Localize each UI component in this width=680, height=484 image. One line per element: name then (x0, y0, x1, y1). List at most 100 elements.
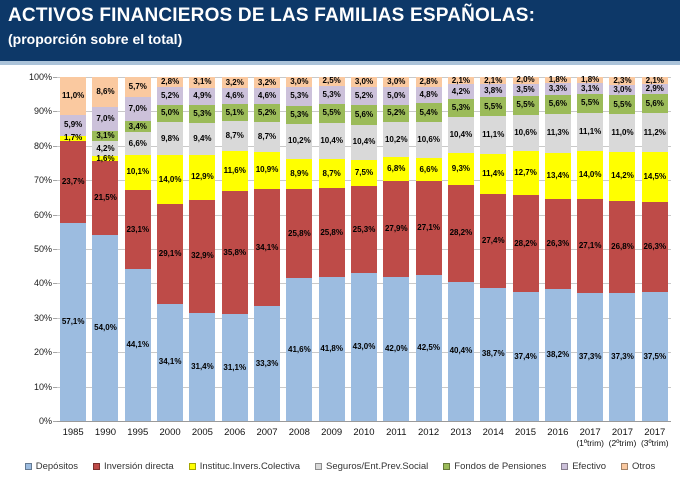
segment-label: 38,2% (546, 350, 570, 360)
bar-segment: 3,0% (609, 84, 636, 96)
bar-segment: 4,6% (221, 88, 248, 104)
segment-label: 5,5% (613, 99, 632, 109)
bar-segment: 5,3% (447, 98, 474, 117)
segment-label: 41,8% (320, 344, 343, 354)
segment-label: 3,2% (257, 77, 277, 87)
bar: 42,5% 27,1% 6,6% 10,6% 5,4% 4,8% 2,8% (415, 76, 442, 421)
segment-label: 33,3% (255, 358, 279, 368)
segment-label: 40,4% (449, 346, 473, 356)
segment-label: 27,1% (417, 222, 440, 232)
segment-label: 5,3% (193, 108, 212, 118)
y-axis-tick (53, 386, 57, 388)
x-axis-label: 2014 (482, 427, 504, 438)
segment-label: 37,3% (611, 351, 634, 361)
legend-label: Fondos de Pensiones (454, 461, 547, 472)
bar-segment: 11,3% (544, 113, 571, 153)
segment-label: 5,5% (322, 108, 341, 118)
page-subtitle: (proporción sobre el total) (8, 30, 183, 47)
segment-label: 2,8% (160, 76, 180, 86)
bar-segment: 3,2% (254, 77, 281, 89)
legend-label: Seguros/Ent.Prev.Social (326, 461, 429, 472)
bar: 38,2% 26,3% 13,4% 11,3% 5,6% 3,3% 1,8% (544, 75, 571, 421)
bar-segment: 3,4% (124, 120, 151, 133)
bar-segment: 54,0% (92, 235, 119, 421)
segment-label: 5,6% (548, 99, 567, 109)
bar-segment: 5,1% (221, 103, 248, 122)
segment-label: 37,3% (578, 351, 602, 361)
bar-segment: 27,1% (577, 199, 604, 293)
segment-label: 5,3% (290, 91, 309, 101)
segment-label: 4,6% (225, 90, 244, 100)
segment-label: 7,0% (128, 103, 147, 113)
legend-label: Otros (632, 461, 656, 472)
segment-label: 34,1% (158, 357, 182, 367)
bar-segment: 31,4% (189, 312, 216, 421)
segment-label: 10,1% (126, 167, 150, 177)
bar-segment: 37,3% (577, 292, 604, 421)
bar-segment: 1,7% (60, 133, 87, 143)
bar-segment: 1,8% (544, 75, 571, 85)
x-axis-label: 2016 (547, 427, 569, 438)
bar-segment: 5,2% (383, 104, 410, 123)
segment-label: 25,8% (320, 227, 343, 237)
segment-label: 9,3% (451, 163, 471, 173)
segment-label: 6,6% (128, 138, 147, 148)
bar-segment: 44,1% (124, 269, 151, 421)
segment-label: 37,5% (643, 351, 667, 361)
segment-label: 5,3% (290, 109, 309, 119)
y-axis-label: 90% (33, 106, 52, 117)
bar: 38,7% 27,4% 11,4% 11,1% 5,5% 3,8% 2,1% (480, 76, 507, 421)
segment-label: 25,3% (352, 224, 376, 234)
segment-label: 34,1% (255, 242, 279, 252)
segment-label: 11,4% (482, 169, 505, 179)
x-axis-label: 2000 (159, 427, 181, 438)
segment-label: 5,0% (387, 90, 406, 100)
segment-label: 11,1% (579, 126, 602, 136)
segment-label: 5,4% (419, 107, 438, 117)
bar-segment: 27,4% (480, 193, 507, 288)
bar: 31,4% 32,9% 12,9% 9,4% 5,3% 4,9% 3,1% (189, 77, 216, 421)
segment-label: 5,9% (64, 120, 83, 130)
bar-segment: 14,5% (641, 151, 668, 202)
legend-swatch (188, 463, 196, 470)
segment-label: 1,6% (96, 153, 115, 163)
bar-segment: 3,0% (383, 77, 410, 88)
x-axis-label: 2017 (2ºtrim) (608, 427, 637, 449)
segment-label: 8,9% (290, 169, 309, 179)
bar-segment: 21,5% (92, 161, 119, 236)
bar-segment: 26,3% (544, 198, 571, 290)
bar-segment: 2,1% (641, 76, 668, 85)
x-axis-label: 2017 (3ºtrim) (640, 427, 669, 449)
gridline (57, 421, 671, 422)
bars-container: 57,1% 23,7% 1,7% 5,9% 11,0% 54,0% 21,5% 1,6% 4,2… (57, 75, 671, 421)
segment-label: 11,1% (482, 130, 505, 140)
segment-label: 3,1% (581, 83, 600, 93)
bar-segment: 37,3% (609, 292, 636, 421)
segment-label: 44,1% (126, 340, 150, 350)
y-axis-tick (53, 111, 57, 113)
y-axis-label: 70% (33, 175, 52, 186)
legend: Depósitos Inversión directa Instituc.Inver… (0, 461, 680, 472)
header-divider (0, 61, 680, 65)
bar-segment: 10,2% (286, 123, 313, 159)
segment-label: 3,1% (193, 77, 212, 87)
bar-segment: 57,1% (60, 223, 87, 421)
bar: 37,5% 26,3% 14,5% 11,2% 5,6% 2,9% 2,1% (641, 76, 668, 421)
bar-segment: 3,0% (286, 77, 313, 88)
bar-segment: 42,0% (383, 276, 410, 421)
legend-item: Depósitos (24, 461, 78, 472)
segment-label: 5,5% (516, 100, 535, 110)
bar-segment: 26,8% (609, 200, 636, 293)
segment-label: 1,8% (548, 75, 567, 85)
segment-label: 2,8% (419, 76, 438, 86)
segment-label: 1,7% (64, 133, 83, 143)
y-axis-tick (53, 283, 57, 285)
x-axis-label: 2007 (256, 427, 278, 438)
bar-segment: 23,1% (124, 189, 151, 270)
segment-label: 12,7% (514, 168, 537, 178)
segment-label: 5,2% (257, 107, 277, 117)
segment-label: 2,1% (451, 75, 471, 85)
segment-label: 27,1% (578, 240, 602, 250)
segment-label: 2,0% (516, 75, 535, 85)
segment-label: 4,2% (451, 86, 471, 96)
